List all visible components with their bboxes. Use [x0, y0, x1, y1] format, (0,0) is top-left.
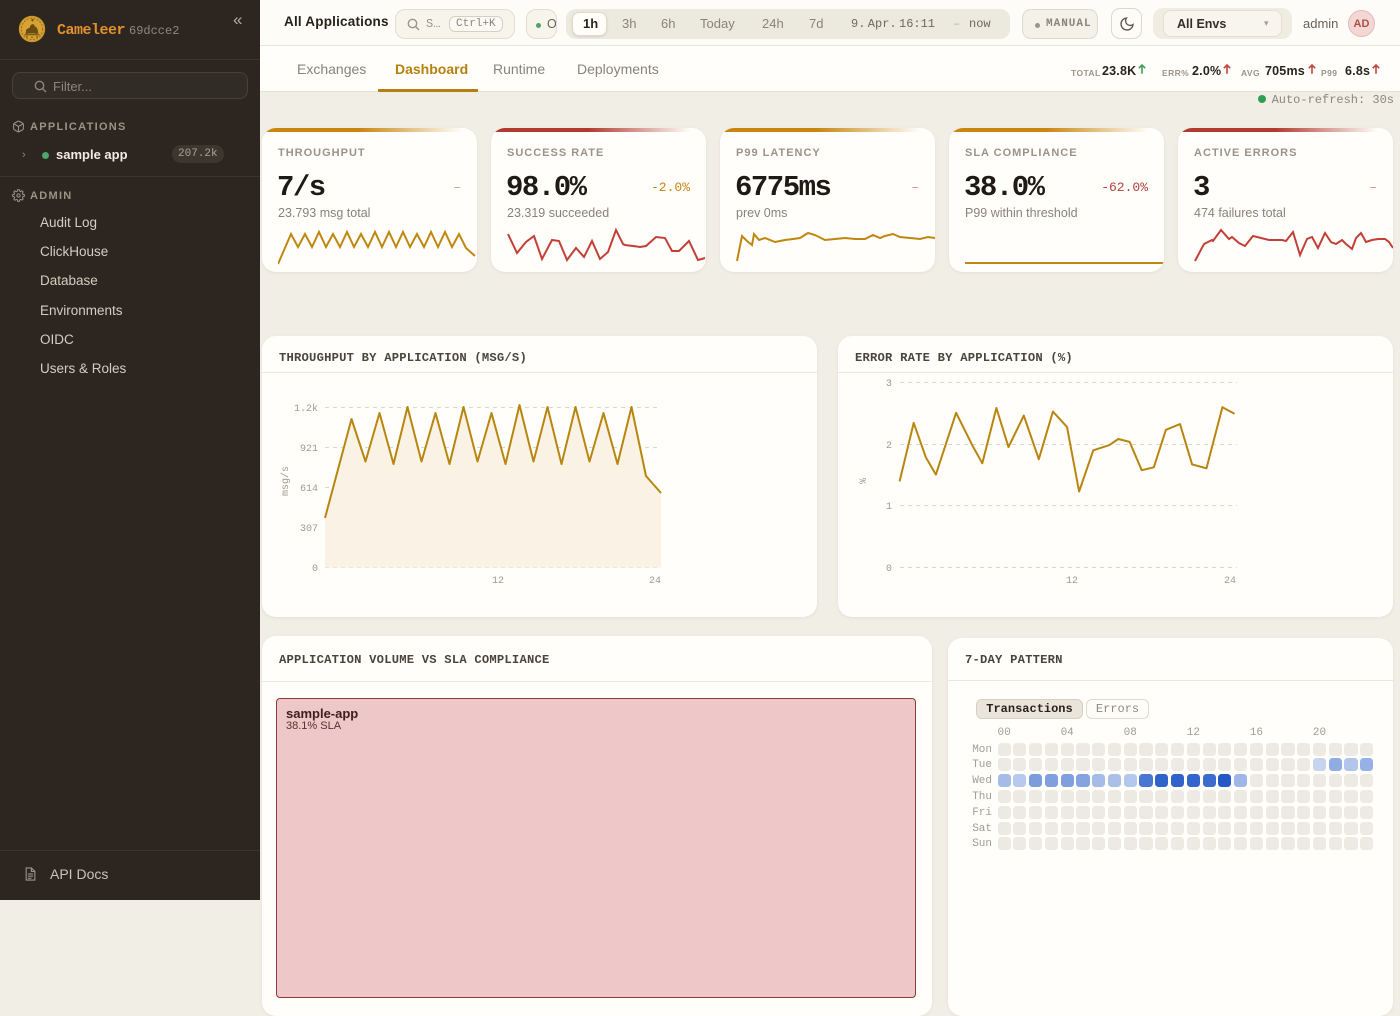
svg-text:1.2k: 1.2k	[294, 403, 318, 415]
svg-text:921: 921	[300, 444, 318, 455]
svg-text:%: %	[859, 478, 870, 484]
svg-text:3: 3	[886, 379, 892, 390]
svg-text:msg/s: msg/s	[280, 466, 292, 496]
svg-text:614: 614	[300, 484, 318, 495]
svg-text:307: 307	[300, 524, 318, 535]
svg-text:2: 2	[886, 441, 892, 452]
svg-text:24: 24	[649, 576, 661, 587]
svg-text:1: 1	[886, 502, 892, 513]
svg-text:12: 12	[1066, 576, 1078, 587]
svg-text:0: 0	[886, 564, 892, 575]
svg-text:12: 12	[492, 576, 504, 587]
svg-text:24: 24	[1224, 576, 1236, 587]
svg-text:0: 0	[312, 564, 318, 575]
